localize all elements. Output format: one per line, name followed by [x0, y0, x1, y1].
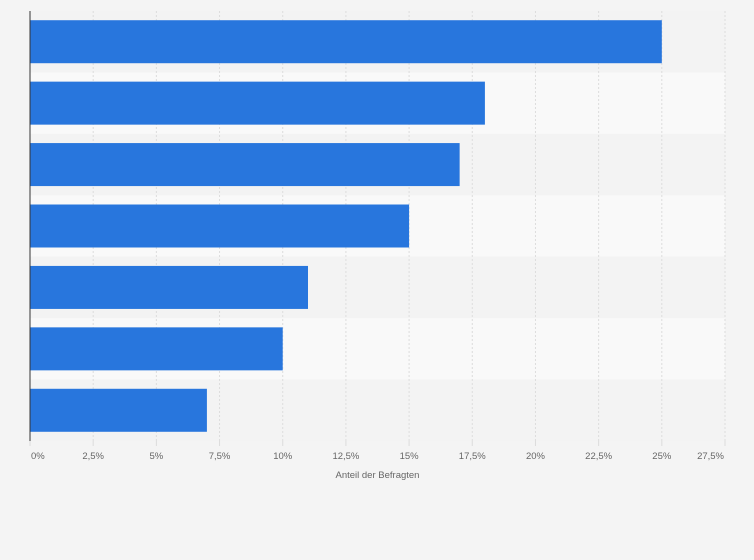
bar — [30, 265, 308, 309]
x-axis-title: Anteil der Befragten — [336, 470, 420, 481]
bar — [30, 20, 662, 64]
x-tick-label: 22,5% — [585, 451, 612, 462]
x-tick-label: 20% — [526, 451, 546, 462]
bar — [30, 143, 460, 187]
x-tick-label: 27,5% — [697, 451, 724, 462]
bar — [30, 327, 283, 371]
bar — [30, 81, 485, 125]
x-tick-label: 12,5% — [332, 451, 359, 462]
x-tick-labels: 0% 2,5% 5% 7,5% 10% 12,5% 15% 17,5% 20% 22,5% 25% 2… — [31, 451, 725, 462]
x-tick-label: 7,5% — [209, 451, 231, 462]
bars — [30, 20, 662, 432]
x-tick-label: 10% — [273, 451, 293, 462]
x-tick-label: 2,5% — [82, 451, 104, 462]
bar — [30, 204, 410, 248]
axes — [29, 11, 726, 446]
x-tick-label: 15% — [400, 451, 420, 462]
bar — [30, 388, 207, 432]
x-tick-label: 5% — [149, 451, 163, 462]
x-tick-label: 17,5% — [459, 451, 486, 462]
x-tick-label: 25% — [652, 451, 672, 462]
x-tick-label: 0% — [31, 451, 45, 462]
